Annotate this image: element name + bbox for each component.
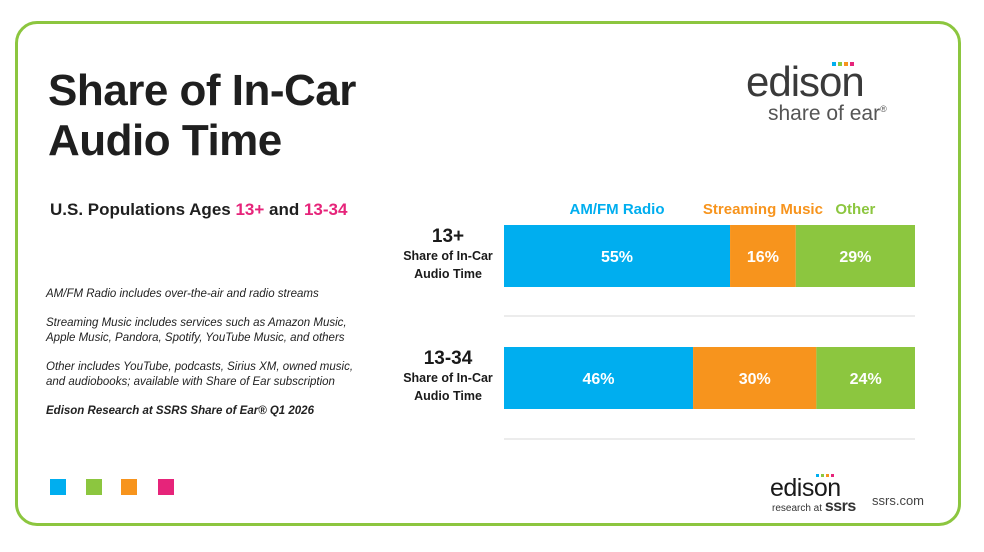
legend-other: Other: [835, 201, 875, 218]
logo-bottom-sub: research at ssrs: [772, 498, 856, 516]
bar-streaming-music: [730, 225, 796, 287]
logo-dot: [831, 474, 834, 477]
logo-bottom-brand: ssrs: [824, 498, 856, 515]
logo-dot: [850, 62, 854, 66]
source-note: Edison Research at SSRS Share of Ear® Q1…: [46, 405, 314, 417]
ssrs-url: ssrs.com: [872, 493, 924, 508]
data-label: 46%: [583, 371, 615, 388]
bar-am-fm-radio: [504, 225, 731, 287]
logo-dot: [832, 62, 836, 66]
note-other: Other includes YouTube, podcasts, Sirius…: [46, 361, 354, 388]
bar-other: [795, 225, 915, 287]
logo-dot: [816, 474, 819, 477]
data-label: 16%: [747, 249, 779, 266]
data-label: 30%: [739, 371, 771, 388]
bar-streaming-music: [693, 347, 817, 409]
category-sublabel: Audio Time: [414, 267, 482, 281]
note-amfm: AM/FM Radio includes over-the-air and ra…: [46, 288, 319, 300]
logo-dot: [826, 474, 829, 477]
edison-share-of-ear-logo: edison share of ear®: [746, 58, 926, 130]
category-label: 13+: [432, 226, 464, 247]
category-label: 13-34: [424, 348, 473, 369]
category-sublabel: Audio Time: [414, 389, 482, 403]
logo-dot: [844, 62, 848, 66]
subtitle-middle: and: [264, 200, 304, 219]
page-title: Share of In-Car Audio Time: [48, 66, 356, 166]
swatch-blue: [50, 479, 66, 495]
subtitle-prefix: U.S. Populations Ages: [50, 200, 236, 219]
swatch-orange: [121, 479, 137, 495]
logo-subtitle: share of ear®: [768, 102, 887, 126]
logo-bottom-sub-prefix: research at: [772, 503, 823, 514]
subtitle-group-2: 13-34: [303, 200, 348, 219]
logo-bottom-word: edison: [770, 474, 841, 502]
data-label: 29%: [839, 249, 871, 266]
title-line-1: Share of In-Car: [48, 66, 356, 115]
bar-am-fm-radio: [504, 347, 694, 409]
title-line-2: Audio Time: [48, 116, 282, 165]
data-label: 55%: [601, 249, 633, 266]
subtitle: U.S. Populations Ages 13+ and 13-34: [50, 200, 347, 220]
logo-reg: ®: [880, 104, 887, 114]
category-sublabel: Share of In-Car: [403, 371, 493, 385]
subtitle-group-1: 13+: [235, 200, 265, 219]
category-sublabel: Share of In-Car: [403, 249, 493, 263]
logo-dot: [838, 62, 842, 66]
logo-word: edison: [746, 58, 865, 105]
notes: AM/FM Radio includes over-the-air and ra…: [46, 287, 356, 433]
legend-streaming-music: Streaming Music: [703, 201, 823, 218]
note-streaming: Streaming Music includes services such a…: [46, 317, 347, 344]
swatch-green: [86, 479, 102, 495]
data-label: 24%: [850, 371, 882, 388]
swatch-pink: [158, 479, 174, 495]
legend-am-fm-radio: AM/FM Radio: [570, 201, 665, 218]
logo-dot: [821, 474, 824, 477]
logo-sub-text: share of ear: [768, 102, 881, 125]
bar-other: [816, 347, 915, 409]
edison-ssrs-logo: edison research at ssrs ssrs.com: [770, 474, 940, 516]
